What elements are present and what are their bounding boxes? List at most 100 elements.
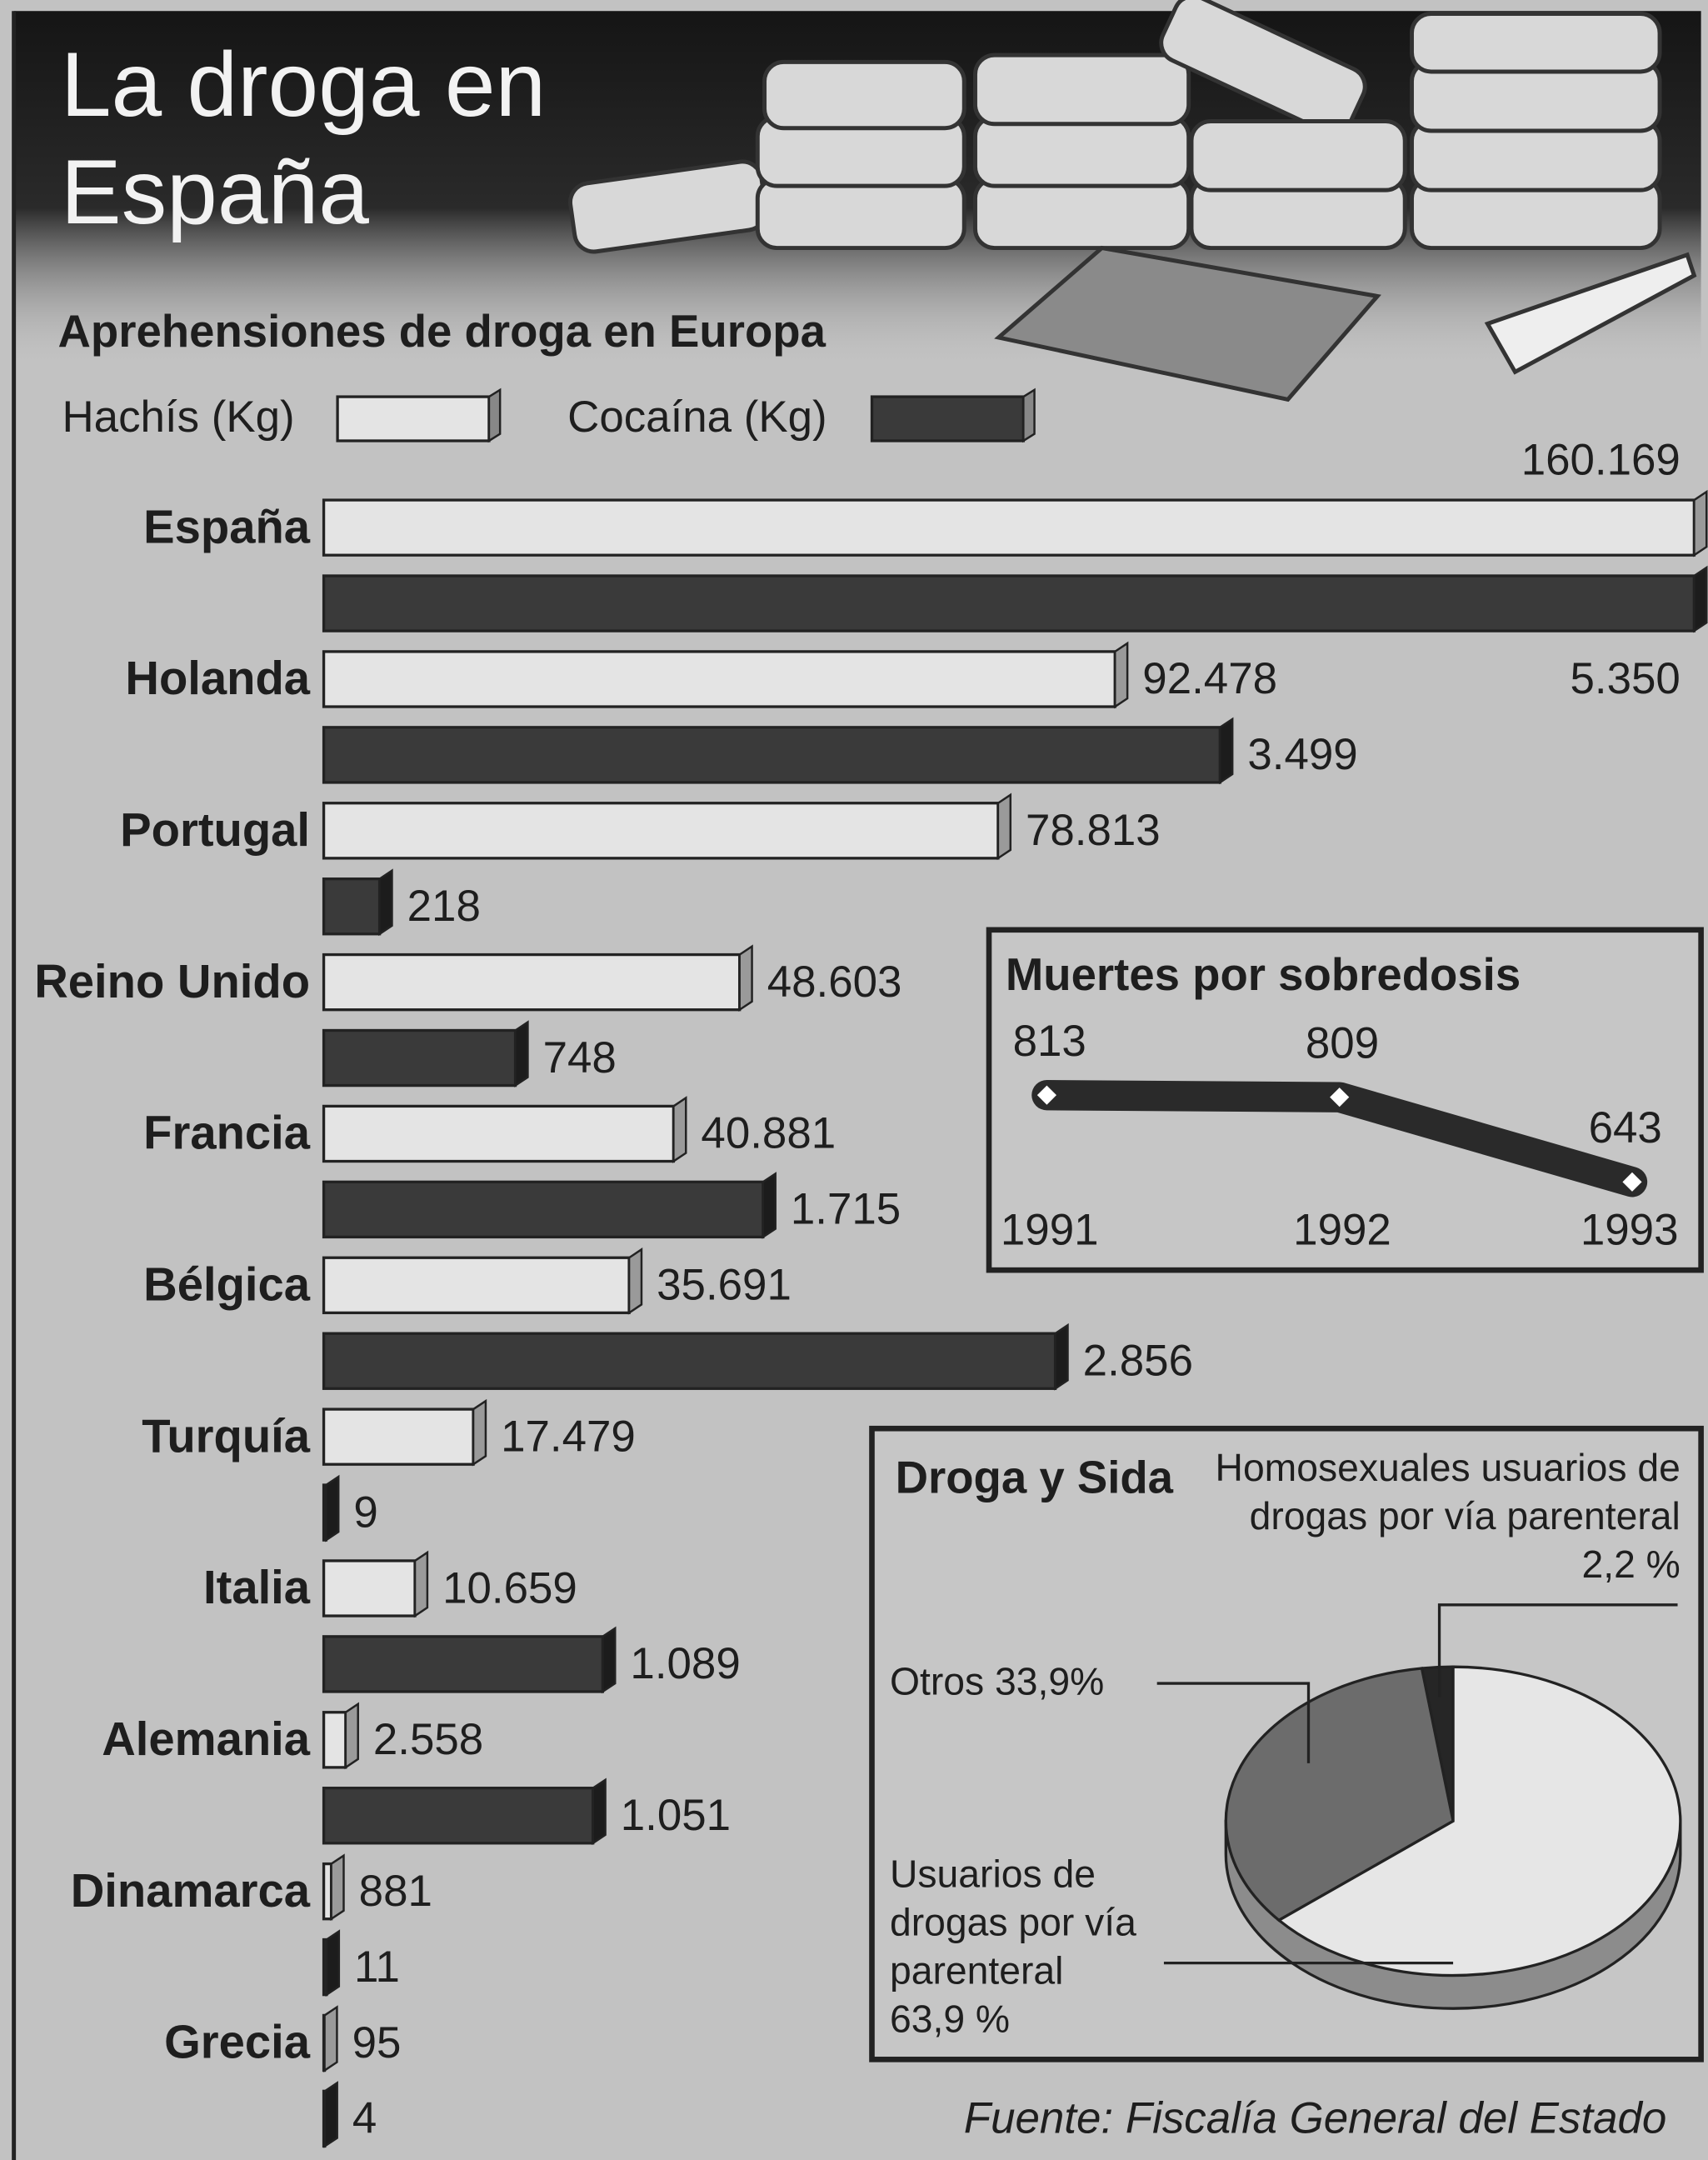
value-label: 813 bbox=[1013, 1017, 1086, 1066]
category-label: Bélgica bbox=[143, 1258, 311, 1310]
pie-value-label: 33,9% bbox=[995, 1659, 1105, 1703]
pie-value-label: 63,9 % bbox=[889, 1997, 1011, 2041]
value-label: 881 bbox=[359, 1867, 432, 1916]
bar bbox=[322, 1180, 765, 1239]
bar bbox=[322, 498, 1696, 557]
pie-label: Homosexuales usuarios de drogas por vía … bbox=[1212, 1443, 1681, 1588]
bar-end-cap bbox=[472, 1398, 487, 1467]
bar-end-cap bbox=[1054, 1322, 1069, 1391]
bar-end-cap bbox=[413, 1550, 429, 1618]
x-tick-label: 1992 bbox=[1293, 1205, 1391, 1254]
category-label: Portugal bbox=[120, 803, 310, 856]
bar-end-cap bbox=[672, 1096, 687, 1163]
bar bbox=[322, 1408, 475, 1466]
bar-end-cap bbox=[592, 1778, 607, 1846]
bar bbox=[322, 1104, 676, 1163]
bar bbox=[322, 650, 1116, 708]
value-label: 48.603 bbox=[767, 958, 902, 1007]
bar bbox=[322, 952, 742, 1012]
category-label: España bbox=[143, 500, 311, 552]
title-box: La droga en España bbox=[60, 32, 547, 242]
value-label: 748 bbox=[543, 1033, 617, 1082]
pie-label-text: Otros bbox=[889, 1659, 985, 1703]
value-label: 3.499 bbox=[1247, 730, 1357, 779]
category-label: Holanda bbox=[125, 652, 310, 704]
pie-label-box: Otros 33,9% bbox=[890, 1658, 1166, 1706]
value-label: 1.715 bbox=[791, 1185, 901, 1234]
value-label: 11 bbox=[354, 1942, 400, 1992]
category-label: Reino Unido bbox=[34, 955, 310, 1008]
pie-slice bbox=[1276, 1665, 1682, 1978]
bar-end-cap bbox=[738, 944, 753, 1012]
value-label: 4 bbox=[352, 2094, 377, 2143]
bar-end-cap bbox=[1114, 641, 1129, 709]
value-label: 9 bbox=[353, 1488, 377, 1537]
bar bbox=[322, 1635, 605, 1693]
bar bbox=[322, 574, 1696, 632]
bar-end-cap bbox=[344, 1702, 359, 1770]
bar-end-cap bbox=[323, 2005, 338, 2072]
bar-end-cap bbox=[602, 1626, 617, 1694]
bar-end-cap bbox=[378, 868, 393, 937]
bar-end-cap bbox=[762, 1172, 777, 1239]
chart-title: Aprehensiones de droga en Europa bbox=[58, 306, 827, 357]
x-tick-label: 1991 bbox=[1001, 1205, 1099, 1254]
value-label: 78.813 bbox=[1026, 806, 1161, 855]
bar-end-cap bbox=[323, 2081, 338, 2148]
pie-label: Otros 33,9% bbox=[890, 1658, 1166, 1706]
bar-end-cap bbox=[1693, 565, 1708, 633]
bar bbox=[322, 802, 1000, 860]
value-label: 1.051 bbox=[621, 1791, 731, 1840]
pie-leader-lines bbox=[1156, 1603, 1678, 1965]
bar-end-cap bbox=[1219, 717, 1234, 785]
bar bbox=[322, 1711, 347, 1769]
pie-label-text: Usuarios de drogas por vía parenteral bbox=[889, 1852, 1136, 1992]
pie bbox=[1224, 1665, 1682, 2010]
value-label: 218 bbox=[407, 882, 481, 931]
bar-end-cap bbox=[325, 1474, 340, 1542]
legend-label: Cocaína (Kg) bbox=[567, 392, 827, 442]
value-label: 809 bbox=[1306, 1018, 1379, 1068]
source-note: Fuente: Fiscalía General del Estado bbox=[964, 2094, 1667, 2143]
legend-swatch bbox=[336, 395, 491, 442]
value-label: 40.881 bbox=[701, 1109, 836, 1158]
pie-label-text: Homosexuales usuarios de drogas por vía … bbox=[1215, 1446, 1681, 1538]
bar bbox=[322, 1559, 417, 1618]
legend-swatch-depth bbox=[1022, 388, 1036, 443]
chart-title: Droga y Sida bbox=[896, 1452, 1174, 1502]
legend-label: Hachís (Kg) bbox=[62, 392, 294, 442]
pie-label-box: Homosexuales usuarios de drogas por vía … bbox=[1212, 1443, 1681, 1588]
bar-end-cap bbox=[627, 1248, 643, 1315]
value-label: 95 bbox=[352, 2018, 402, 2068]
value-label: 17.479 bbox=[501, 1412, 636, 1461]
value-label: 2.856 bbox=[1083, 1336, 1193, 1385]
category-label: Grecia bbox=[164, 2016, 311, 2068]
page-title: La droga en España bbox=[60, 32, 547, 242]
bar bbox=[322, 1332, 1057, 1390]
category-label: Dinamarca bbox=[71, 1864, 311, 1917]
chart-title: Muertes por sobredosis bbox=[1006, 949, 1521, 1000]
bar-end-cap bbox=[1693, 489, 1708, 558]
bar bbox=[322, 1256, 631, 1315]
bar bbox=[322, 1028, 517, 1088]
value-label: 160.169 bbox=[1521, 435, 1681, 484]
category-label: Italia bbox=[203, 1561, 311, 1613]
value-label: 92.478 bbox=[1142, 654, 1277, 703]
bar-end-cap bbox=[514, 1020, 529, 1088]
legend-swatch bbox=[870, 395, 1025, 442]
x-tick-label: 1993 bbox=[1581, 1205, 1679, 1254]
pie-slice bbox=[1224, 1667, 1455, 1922]
value-label: 643 bbox=[1589, 1103, 1662, 1152]
bar-end-cap bbox=[996, 792, 1012, 861]
decoration-packages bbox=[568, 0, 1697, 402]
pie-label: Usuarios de drogas por vía parenteral 63… bbox=[890, 1850, 1145, 2042]
pie-value-label: 2,2 % bbox=[1581, 1542, 1681, 1586]
pie-label-box: Usuarios de drogas por vía parenteral 63… bbox=[890, 1850, 1145, 2042]
value-label: 10.659 bbox=[442, 1563, 577, 1612]
bar bbox=[322, 1787, 595, 1845]
value-label: 1.089 bbox=[630, 1639, 740, 1688]
value-label: 35.691 bbox=[657, 1261, 792, 1310]
